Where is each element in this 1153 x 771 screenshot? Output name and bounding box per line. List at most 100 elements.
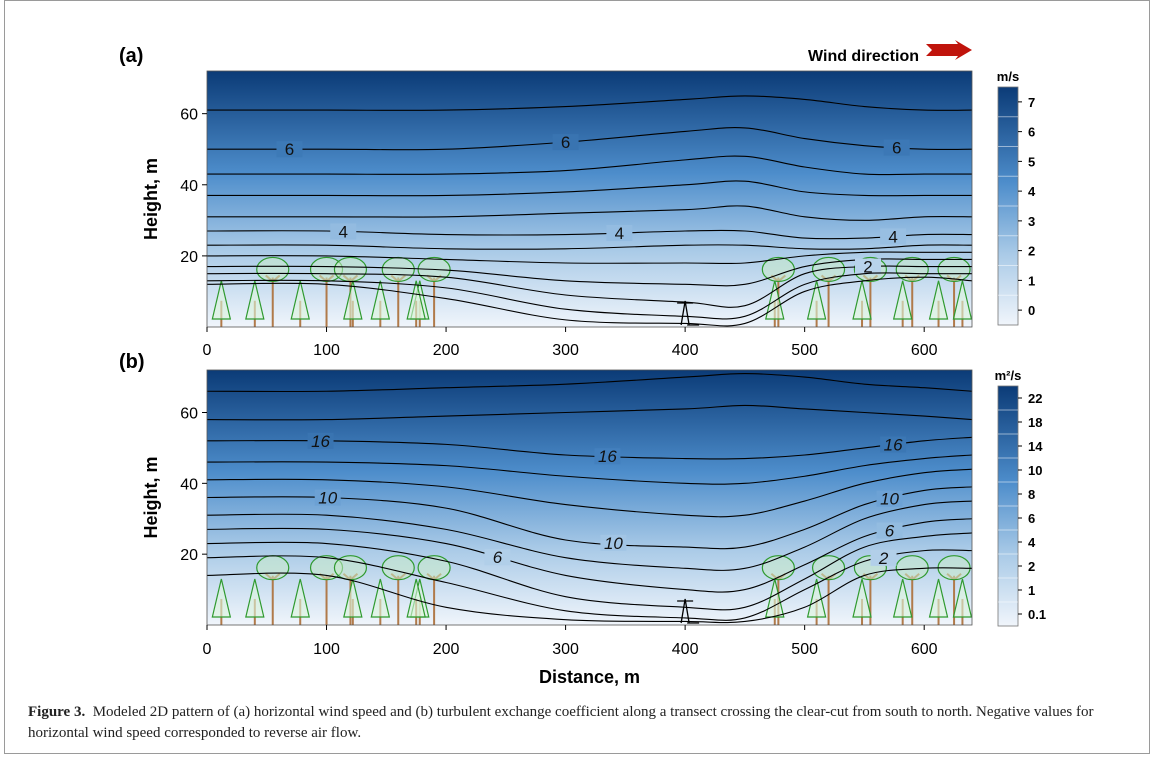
- contour-label: 2: [863, 258, 872, 277]
- contour-line: [206, 518, 973, 593]
- conifer: [852, 280, 872, 320]
- conifer: [952, 280, 973, 320]
- y-tick-label: 20: [180, 249, 198, 266]
- contour-label-bg: [883, 139, 910, 156]
- colorbar-units: m²/s: [995, 368, 1022, 383]
- conifer: [952, 578, 973, 618]
- plot-frame: [206, 70, 973, 328]
- contour-label: 6: [885, 522, 895, 541]
- conifer: [806, 280, 827, 320]
- caption: Figure 3. Modeled 2D pattern of (a) hori…: [28, 702, 1128, 744]
- x-tick-label: 0: [203, 641, 212, 658]
- colorbar-tick-label: 1: [1028, 583, 1035, 598]
- conifer: [343, 280, 363, 320]
- colorbar-units: m/s: [997, 69, 1019, 84]
- y-axis-title: Height, m: [141, 456, 161, 538]
- contour-line: [206, 272, 972, 320]
- conifer: [892, 280, 913, 320]
- tree-canopy: [381, 256, 415, 283]
- colorbar-tick-label: 2: [1028, 244, 1035, 259]
- y-tick-label: 40: [180, 476, 198, 493]
- conifer: [245, 578, 265, 618]
- contour-label-bg: [870, 549, 897, 566]
- colorbar-tick-label: 0.1: [1028, 607, 1046, 622]
- contour-line: [206, 127, 973, 151]
- x-tick-label: 500: [791, 641, 818, 658]
- tree-canopy: [381, 555, 415, 581]
- conifer: [892, 578, 913, 618]
- wind-arrow: [926, 40, 972, 60]
- contour-label-bg: [314, 489, 341, 506]
- contour-line: [206, 244, 973, 250]
- contour-label: 4: [615, 224, 624, 243]
- x-tick-label: 600: [911, 641, 938, 658]
- colorbar-tick-label: 22: [1028, 391, 1042, 406]
- colorbar-tick-label: 14: [1028, 439, 1043, 454]
- x-tick-label: 600: [911, 342, 938, 359]
- contour-line: [206, 276, 973, 327]
- contour-line: [206, 180, 972, 197]
- contour-label-bg: [876, 522, 903, 539]
- conifer: [290, 578, 310, 618]
- x-tick-label: 0: [203, 342, 212, 359]
- contour-line: [206, 500, 973, 571]
- tree-canopy: [937, 256, 971, 283]
- contour-line: [206, 251, 972, 265]
- colorbar-tick-label: 10: [1028, 463, 1042, 478]
- x-tick-label: 500: [791, 342, 818, 359]
- plot-background: [207, 71, 972, 327]
- conifer: [928, 280, 949, 320]
- colorbar-tick-label: 8: [1028, 487, 1035, 502]
- contour-label-bg: [600, 534, 627, 551]
- contour-line: [207, 95, 973, 111]
- colorbar-tick-label: 18: [1028, 415, 1042, 430]
- conifer: [343, 578, 363, 618]
- contour-label: 16: [311, 432, 330, 451]
- contour-label: 6: [493, 548, 503, 567]
- contour-line: [206, 532, 973, 611]
- colorbar-tick-label: 6: [1028, 511, 1035, 526]
- y-axis-title: Height, m: [141, 158, 161, 240]
- colorbar-tick-label: 2: [1028, 559, 1035, 574]
- x-tick-label: 300: [552, 342, 579, 359]
- contour-label-bg: [606, 224, 633, 241]
- frame: [4, 0, 1150, 754]
- contour-label-bg: [855, 258, 882, 275]
- x-tick-label: 400: [672, 342, 699, 359]
- contour-label-bg: [880, 228, 907, 245]
- y-tick-label: 40: [180, 178, 198, 195]
- colorbar-tick-label: 5: [1028, 154, 1035, 169]
- contour-label-bg: [880, 436, 907, 453]
- contour-label: 6: [892, 139, 901, 158]
- plot-frame: [206, 369, 973, 626]
- tree-canopy: [333, 256, 368, 283]
- colorbar-tick-label: 1: [1028, 273, 1035, 288]
- x-tick-label: 100: [313, 641, 340, 658]
- contour-label-bg: [484, 549, 511, 566]
- contour-line: [206, 404, 973, 421]
- contour-line: [206, 567, 973, 624]
- contour-line: [206, 468, 973, 518]
- tree-canopy: [895, 256, 929, 283]
- contour-line: [206, 372, 973, 393]
- conifer: [211, 280, 232, 320]
- caption-label: Figure 3.: [28, 704, 86, 720]
- conifer: [370, 280, 391, 320]
- x-tick-label: 200: [433, 342, 460, 359]
- tree-canopy: [256, 555, 290, 581]
- x-tick-label: 400: [672, 641, 699, 658]
- annotation: Wind direction: [808, 48, 919, 65]
- x-tick-label: 300: [552, 641, 579, 658]
- contour-label-bg: [552, 134, 579, 151]
- panel-label: (a): [119, 45, 143, 67]
- conifer: [852, 578, 872, 618]
- tree-canopy: [895, 555, 929, 581]
- contour-line: [206, 454, 973, 485]
- contour-label: 10: [604, 534, 623, 553]
- contour-label: 16: [884, 436, 903, 455]
- colorbar-tick-label: 4: [1028, 535, 1036, 550]
- conifer: [211, 578, 232, 618]
- contour-label: 4: [888, 227, 897, 246]
- conifer: [406, 280, 426, 320]
